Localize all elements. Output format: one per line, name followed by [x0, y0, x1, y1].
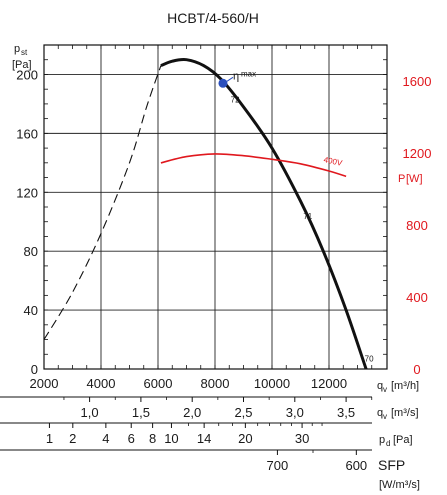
- y2-tick-label: 400: [406, 290, 428, 305]
- curve-annotations: 72 71 70 400V: [231, 95, 374, 363]
- svg-text:[W/m³/s]: [W/m³/s]: [379, 479, 420, 491]
- secondary-axis-label: 8: [149, 431, 156, 446]
- y-tick-label: 40: [24, 303, 38, 318]
- x-tick-label: 2000: [30, 376, 59, 391]
- svg-text:p: p: [379, 434, 385, 446]
- svg-text:q: q: [377, 407, 383, 419]
- y-tick-label: 160: [16, 126, 38, 141]
- y2-tick-label: 1200: [403, 146, 432, 161]
- secondary-axis-label: 2: [69, 431, 76, 446]
- secondary-axis-label: 700: [267, 458, 289, 473]
- secondary-axis-label: 3,5: [337, 405, 355, 420]
- secondary-axis-label: 2,0: [183, 405, 201, 420]
- qv-m3h-unit-label: q v [m³/h]: [377, 380, 419, 394]
- svg-text:p: p: [14, 43, 20, 55]
- curves: [43, 57, 368, 370]
- power-axis-label: P [W]: [398, 173, 423, 185]
- svg-text:v: v: [383, 385, 387, 394]
- pressure-axis-label: p st [Pa]: [12, 43, 32, 71]
- y-tick-label: 120: [16, 185, 38, 200]
- pressure-curve-main: [160, 57, 368, 370]
- svg-text:d: d: [386, 439, 390, 448]
- secondary-axis-label: 3,0: [286, 405, 304, 420]
- svg-text:[Pa]: [Pa]: [393, 434, 413, 446]
- secondary-axis-label: 14: [197, 431, 211, 446]
- plot-frame: [43, 44, 388, 370]
- x-tick-label: 10000: [254, 376, 290, 391]
- eta-max-label: η: [233, 70, 239, 82]
- secondary-axis-label: 10: [164, 431, 178, 446]
- eta-max-sub: max: [241, 69, 256, 78]
- svg-text:P: P: [398, 173, 405, 185]
- x-tick-label: 8000: [201, 376, 230, 391]
- eta-max-leader: [226, 76, 234, 82]
- svg-text:q: q: [377, 380, 383, 392]
- qv-m3s-unit-label: q v [m³/s]: [377, 407, 419, 421]
- y-tick-label: 200: [16, 67, 38, 82]
- svg-text:[m³/h]: [m³/h]: [391, 380, 419, 392]
- y-tick-label: 0: [31, 362, 38, 377]
- secondary-axis-label: 6: [128, 431, 135, 446]
- y2-tick-label: 1600: [403, 74, 432, 89]
- chart-title: HCBT/4-560/H: [167, 10, 259, 26]
- secondary-axis-label: 30: [295, 431, 309, 446]
- y-tick-label: 80: [24, 244, 38, 259]
- svg-text:[m³/s]: [m³/s]: [391, 407, 419, 419]
- svg-text:v: v: [383, 412, 387, 421]
- secondary-axis-label: 600: [345, 458, 367, 473]
- secondary-axis-label: 1,5: [132, 405, 150, 420]
- curve-annotation: 71: [303, 212, 312, 221]
- svg-text:[W]: [W]: [406, 173, 423, 185]
- x-tick-label: 12000: [311, 376, 347, 391]
- secondary-axis-label: 2,5: [234, 405, 252, 420]
- secondary-axis-label: 1: [46, 431, 53, 446]
- x-tick-labels: 2000 4000 6000 8000 10000 12000: [30, 376, 348, 391]
- secondary-axes: 1,01,52,02,53,03,51246810142030700600500…: [0, 396, 373, 473]
- secondary-axis-label: 4: [102, 431, 109, 446]
- curve-annotation: 400V: [323, 155, 344, 168]
- x-tick-label: 4000: [87, 376, 116, 391]
- y2-tick-label: 800: [406, 218, 428, 233]
- svg-text:[Pa]: [Pa]: [12, 59, 32, 71]
- secondary-axis-label: 20: [238, 431, 252, 446]
- svg-text:SFP: SFP: [378, 457, 405, 473]
- grid: [43, 44, 388, 370]
- eta-max-point: [218, 78, 228, 88]
- secondary-axis-label: 1,0: [81, 405, 99, 420]
- eta-max-marker: η max: [218, 69, 256, 88]
- curve-annotation: 70: [365, 355, 374, 364]
- x-tick-label: 6000: [144, 376, 173, 391]
- sfp-unit-label: SFP [W/m³/s]: [378, 457, 420, 491]
- pd-unit-label: p d [Pa]: [379, 434, 413, 448]
- power-curve-400v: [160, 153, 347, 178]
- curve-annotation: 72: [231, 95, 240, 104]
- svg-text:st: st: [21, 48, 28, 57]
- y2-tick-labels: 0 400 800 1200 1600: [403, 74, 432, 377]
- y2-tick-label: 0: [413, 362, 420, 377]
- pressure-curve-unstable: [43, 65, 162, 340]
- y-tick-labels: 0 40 80 120 160 200: [16, 67, 38, 377]
